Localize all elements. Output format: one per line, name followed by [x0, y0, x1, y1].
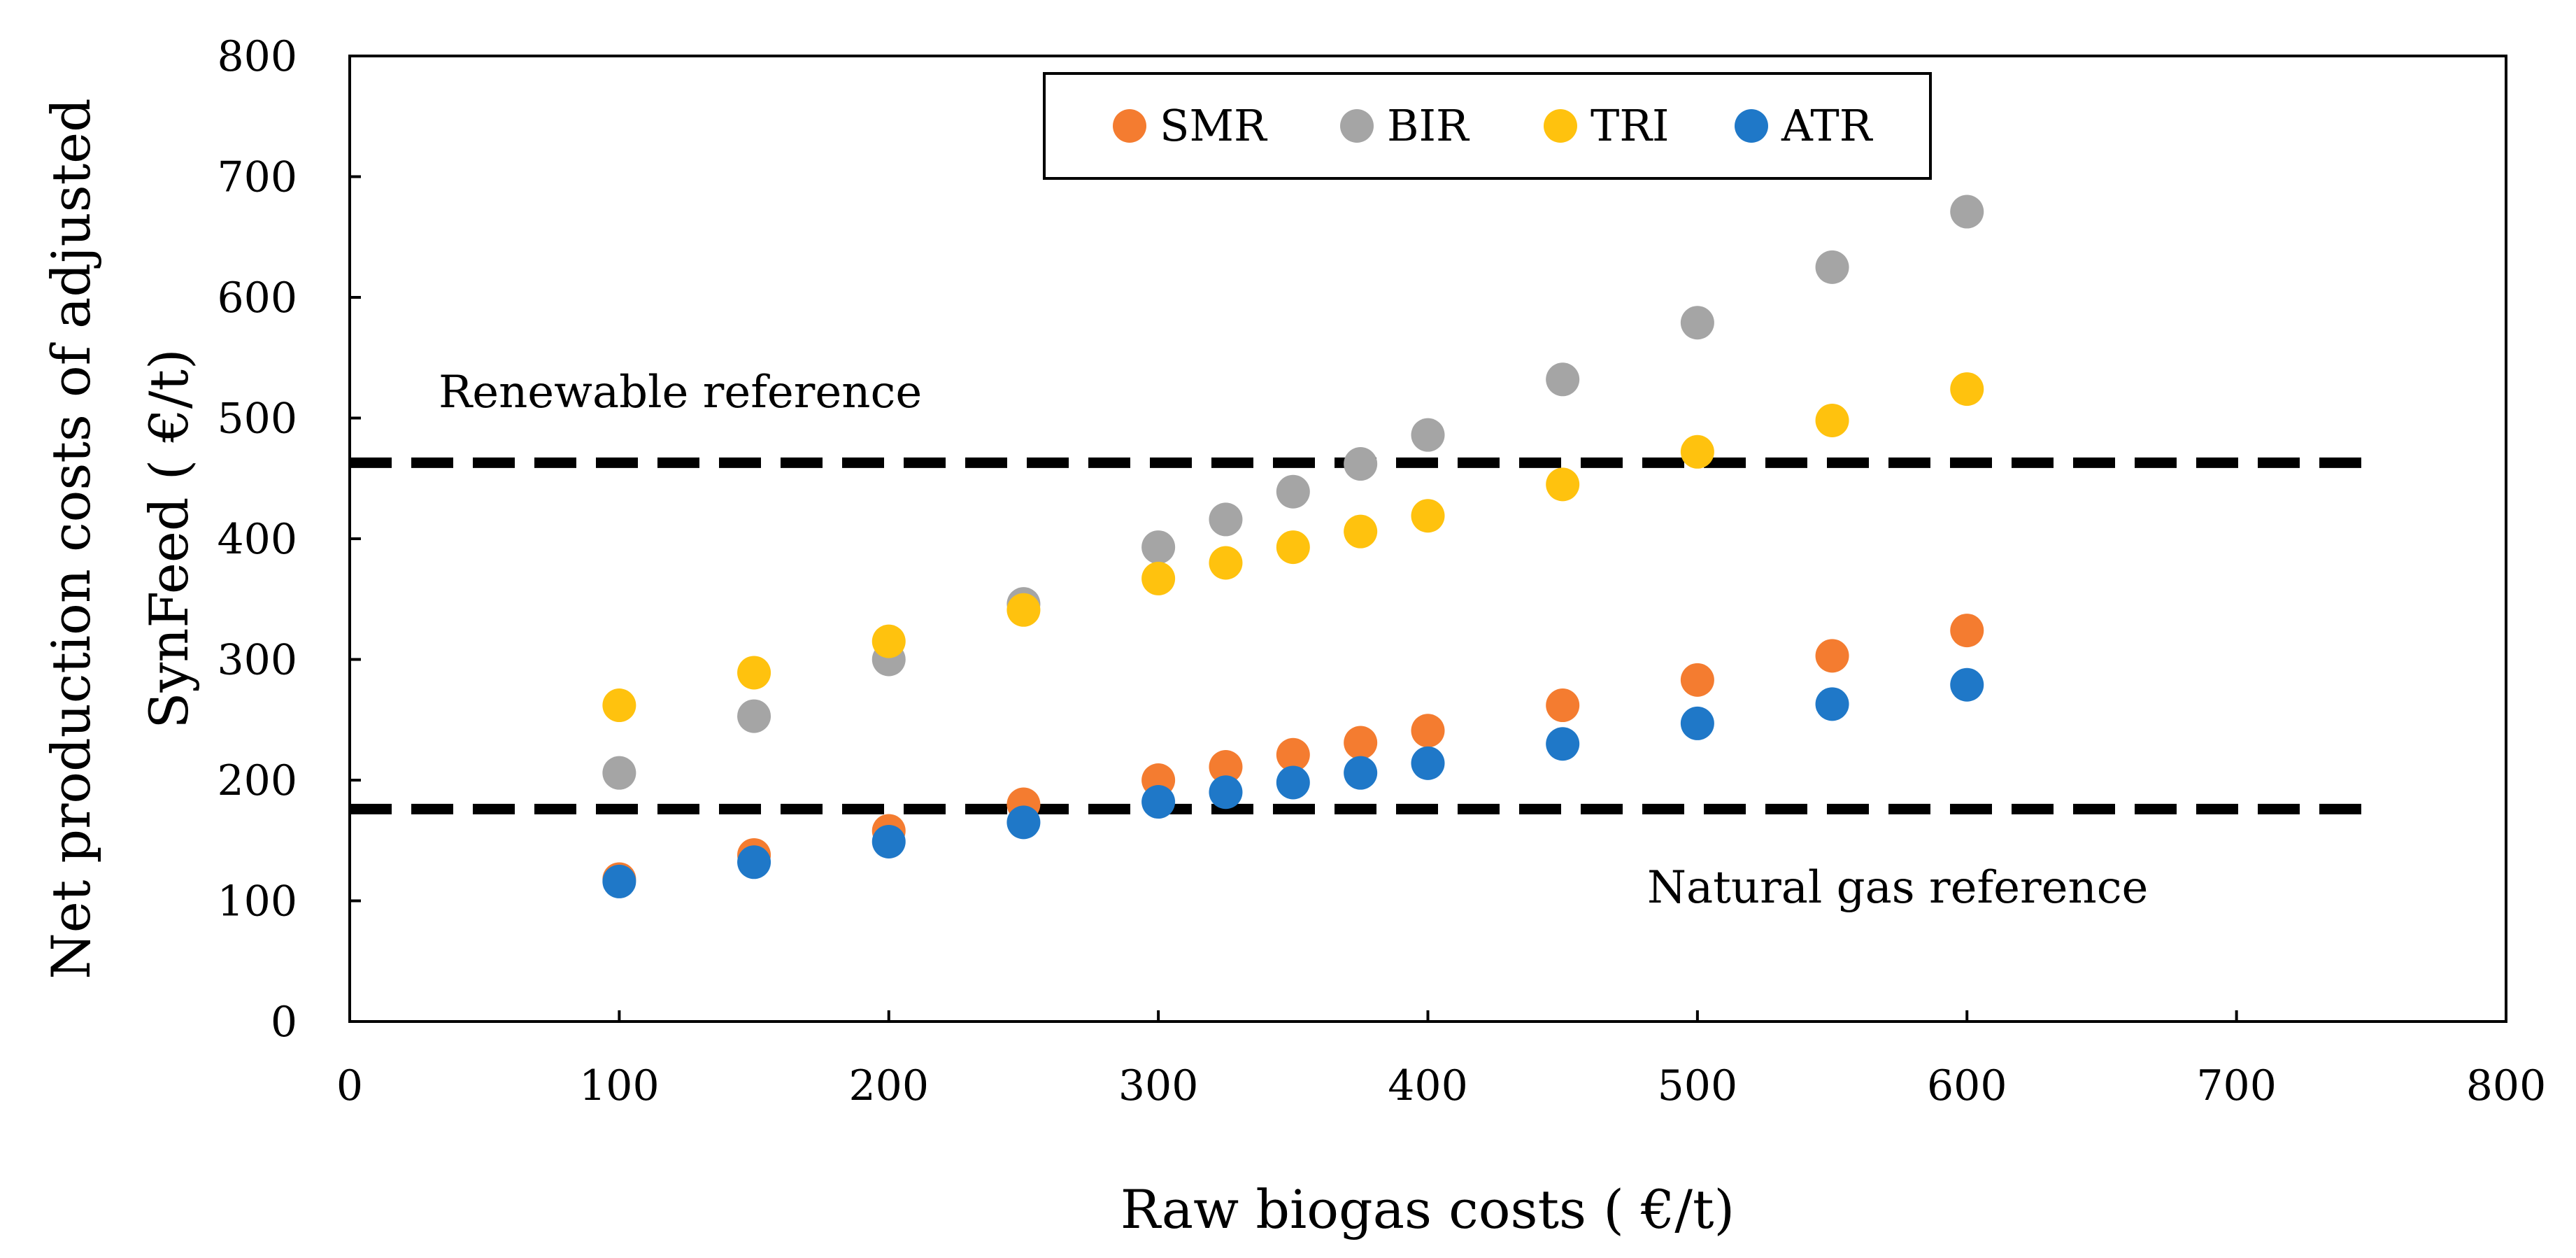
- data-point-bir: [1209, 502, 1243, 537]
- y-tick-label: 300: [217, 636, 297, 685]
- data-point-smr: [1344, 726, 1378, 760]
- legend-label-tri: TRI: [1591, 100, 1670, 151]
- data-point-smr: [1950, 614, 1984, 648]
- data-point-bir: [1141, 530, 1176, 565]
- data-point-tri: [737, 656, 771, 690]
- data-point-tri: [1209, 546, 1243, 580]
- data-point-atr: [1950, 667, 1984, 702]
- natural-gas-reference-label: Natural gas reference: [1647, 862, 2148, 914]
- data-point-tri: [1546, 467, 1580, 502]
- data-point-bir: [1411, 418, 1445, 452]
- legend: SMR BIR TRI ATR: [1043, 72, 1932, 180]
- legend-marker-smr: [1113, 109, 1146, 143]
- data-point-smr: [1276, 737, 1310, 772]
- data-point-smr: [1815, 639, 1849, 673]
- legend-box: [1043, 72, 1932, 180]
- data-point-tri: [1006, 593, 1041, 627]
- data-point-bir: [737, 699, 771, 733]
- data-point-bir: [1950, 195, 1984, 229]
- y-axis-title-line-2: SynFeed ( €/t): [138, 348, 200, 728]
- x-tick-label: 300: [1118, 1061, 1199, 1110]
- legend-marker-bir: [1340, 109, 1374, 143]
- data-point-atr: [1546, 727, 1580, 761]
- data-point-atr: [1680, 706, 1714, 740]
- data-point-atr: [1344, 756, 1378, 790]
- data-point-bir: [1276, 474, 1310, 509]
- x-tick-label: 800: [2466, 1061, 2547, 1110]
- data-point-tri: [1950, 372, 1984, 407]
- data-point-atr: [871, 824, 906, 858]
- x-tick-label: 400: [1388, 1061, 1468, 1110]
- legend-marker-atr: [1735, 109, 1768, 143]
- data-point-tri: [871, 624, 906, 658]
- data-point-bir: [1344, 447, 1378, 481]
- data-point-tri: [1680, 434, 1714, 469]
- data-point-atr: [602, 864, 636, 898]
- data-point-atr: [1815, 687, 1849, 721]
- data-point-atr: [1209, 775, 1243, 810]
- data-point-atr: [1411, 746, 1445, 780]
- legend-label-atr: ATR: [1781, 100, 1874, 151]
- x-tick-label: 500: [1658, 1061, 1738, 1110]
- data-point-atr: [1141, 785, 1176, 819]
- data-point-smr: [1680, 663, 1714, 697]
- data-point-atr: [737, 845, 771, 879]
- x-tick-label: 600: [1927, 1061, 2007, 1110]
- data-point-bir: [602, 756, 636, 790]
- data-point-bir: [1546, 362, 1580, 397]
- y-tick-label: 800: [217, 32, 297, 81]
- data-point-smr: [1411, 714, 1445, 748]
- y-tick-label: 700: [217, 153, 297, 202]
- x-tick-label: 0: [336, 1061, 363, 1110]
- x-tick-label: 700: [2196, 1061, 2277, 1110]
- data-point-tri: [1411, 499, 1445, 533]
- x-tick-label: 200: [848, 1061, 929, 1110]
- data-point-atr: [1006, 805, 1041, 840]
- data-point-tri: [1141, 561, 1176, 595]
- y-tick-label: 500: [217, 395, 297, 444]
- y-tick-label: 400: [217, 515, 297, 564]
- data-point-smr: [1546, 688, 1580, 723]
- legend-label-smr: SMR: [1160, 100, 1268, 151]
- legend-label-bir: BIR: [1387, 100, 1470, 151]
- y-tick-label: 600: [217, 274, 297, 323]
- x-axis-ticks: 0 100 200 300 400 500 600 700 800: [336, 1010, 2546, 1110]
- y-tick-label: 100: [217, 877, 297, 926]
- data-point-smr: [1209, 750, 1243, 784]
- data-point-bir: [1680, 306, 1714, 340]
- data-point-tri: [602, 688, 636, 723]
- data-point-tri: [1815, 403, 1849, 437]
- y-axis-ticks: 0 100 200 300 400 500 600 700 800: [217, 32, 361, 1047]
- y-tick-label: 200: [217, 756, 297, 805]
- legend-marker-tri: [1544, 109, 1577, 143]
- y-axis-title-line-1: Net production costs of adjusted: [40, 98, 102, 980]
- y-tick-label: 0: [271, 998, 297, 1047]
- renewable-reference-label: Renewable reference: [439, 367, 922, 418]
- x-axis-title: Raw biogas costs ( €/t): [1120, 1178, 1735, 1241]
- data-point-tri: [1276, 530, 1310, 565]
- data-point-tri: [1344, 514, 1378, 549]
- x-tick-label: 100: [579, 1061, 660, 1110]
- data-point-bir: [1815, 250, 1849, 284]
- data-point-atr: [1276, 765, 1310, 800]
- data-points: [602, 195, 1984, 898]
